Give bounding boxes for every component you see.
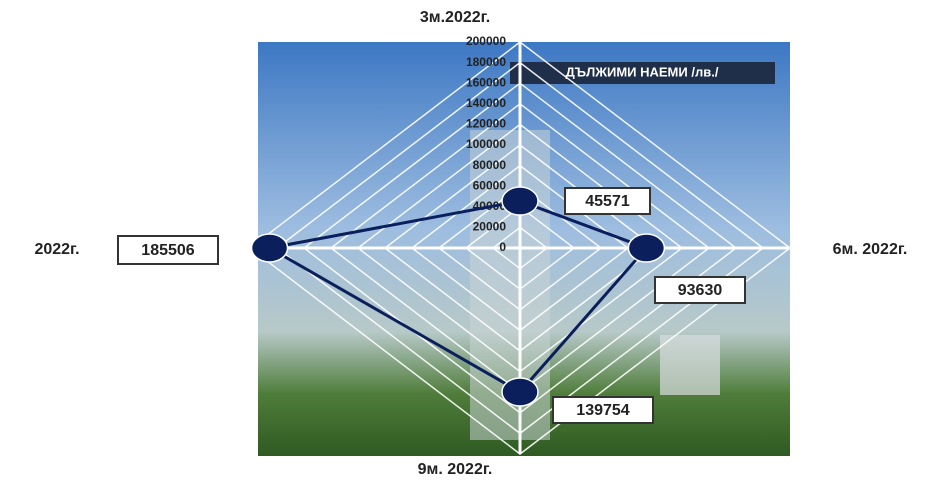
y-tick-label: 160000 bbox=[466, 75, 506, 89]
value-label: 93630 bbox=[678, 282, 723, 299]
y-tick-label: 60000 bbox=[473, 178, 507, 192]
y-tick-label: 180000 bbox=[466, 55, 506, 69]
y-tick-label: 100000 bbox=[466, 137, 506, 151]
building bbox=[660, 335, 720, 395]
category-label: 3м.2022г. bbox=[420, 9, 490, 26]
y-tick-label: 80000 bbox=[473, 158, 507, 172]
value-label: 139754 bbox=[576, 402, 629, 419]
category-label: 9м. 2022г. bbox=[418, 461, 493, 478]
data-point bbox=[250, 233, 289, 263]
title-box bbox=[510, 62, 775, 84]
data-point bbox=[501, 377, 539, 407]
chart-title: ДЪЛЖИМИ НАЕМИ /лв./ bbox=[566, 64, 719, 79]
y-tick-label: 120000 bbox=[466, 117, 506, 131]
category-label: 2022г. bbox=[34, 241, 79, 258]
value-label: 45571 bbox=[585, 193, 630, 210]
y-tick-label: 140000 bbox=[466, 96, 506, 110]
value-label: 185506 bbox=[141, 242, 194, 259]
y-tick-label: 200000 bbox=[466, 34, 506, 48]
category-label: 6м. 2022г. bbox=[833, 241, 908, 258]
data-point bbox=[627, 233, 666, 263]
y-tick-label: 20000 bbox=[473, 220, 507, 234]
y-tick-label: 0 bbox=[499, 240, 506, 254]
value-box bbox=[564, 187, 651, 215]
value-box bbox=[654, 276, 746, 304]
value-box bbox=[552, 396, 654, 424]
value-box bbox=[117, 235, 219, 265]
data-point bbox=[501, 186, 539, 216]
